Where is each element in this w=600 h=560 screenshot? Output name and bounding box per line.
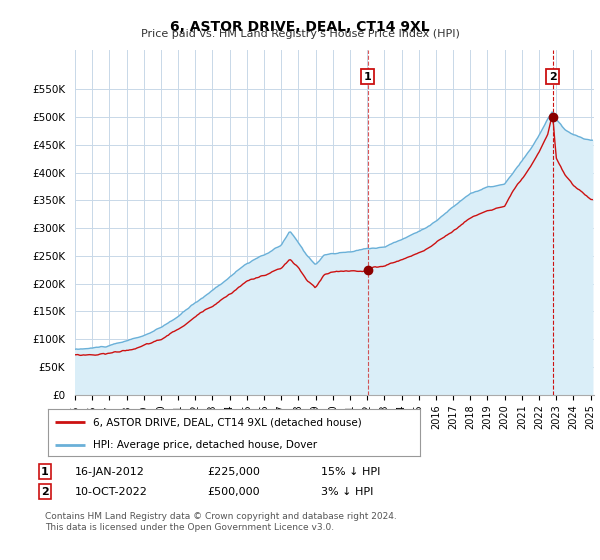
Text: 15% ↓ HPI: 15% ↓ HPI xyxy=(321,466,380,477)
Text: 1: 1 xyxy=(364,72,372,82)
Text: 16-JAN-2012: 16-JAN-2012 xyxy=(75,466,145,477)
Text: Price paid vs. HM Land Registry's House Price Index (HPI): Price paid vs. HM Land Registry's House … xyxy=(140,29,460,39)
Text: 6, ASTOR DRIVE, DEAL, CT14 9XL: 6, ASTOR DRIVE, DEAL, CT14 9XL xyxy=(170,20,430,34)
Text: 1: 1 xyxy=(41,466,49,477)
Text: Contains HM Land Registry data © Crown copyright and database right 2024.
This d: Contains HM Land Registry data © Crown c… xyxy=(45,512,397,532)
Text: 3% ↓ HPI: 3% ↓ HPI xyxy=(321,487,373,497)
Text: 2: 2 xyxy=(549,72,556,82)
Text: £225,000: £225,000 xyxy=(207,466,260,477)
Text: 6, ASTOR DRIVE, DEAL, CT14 9XL (detached house): 6, ASTOR DRIVE, DEAL, CT14 9XL (detached… xyxy=(92,417,361,427)
Text: £500,000: £500,000 xyxy=(207,487,260,497)
Text: 2: 2 xyxy=(41,487,49,497)
Text: HPI: Average price, detached house, Dover: HPI: Average price, detached house, Dove… xyxy=(92,440,317,450)
Text: 10-OCT-2022: 10-OCT-2022 xyxy=(75,487,148,497)
